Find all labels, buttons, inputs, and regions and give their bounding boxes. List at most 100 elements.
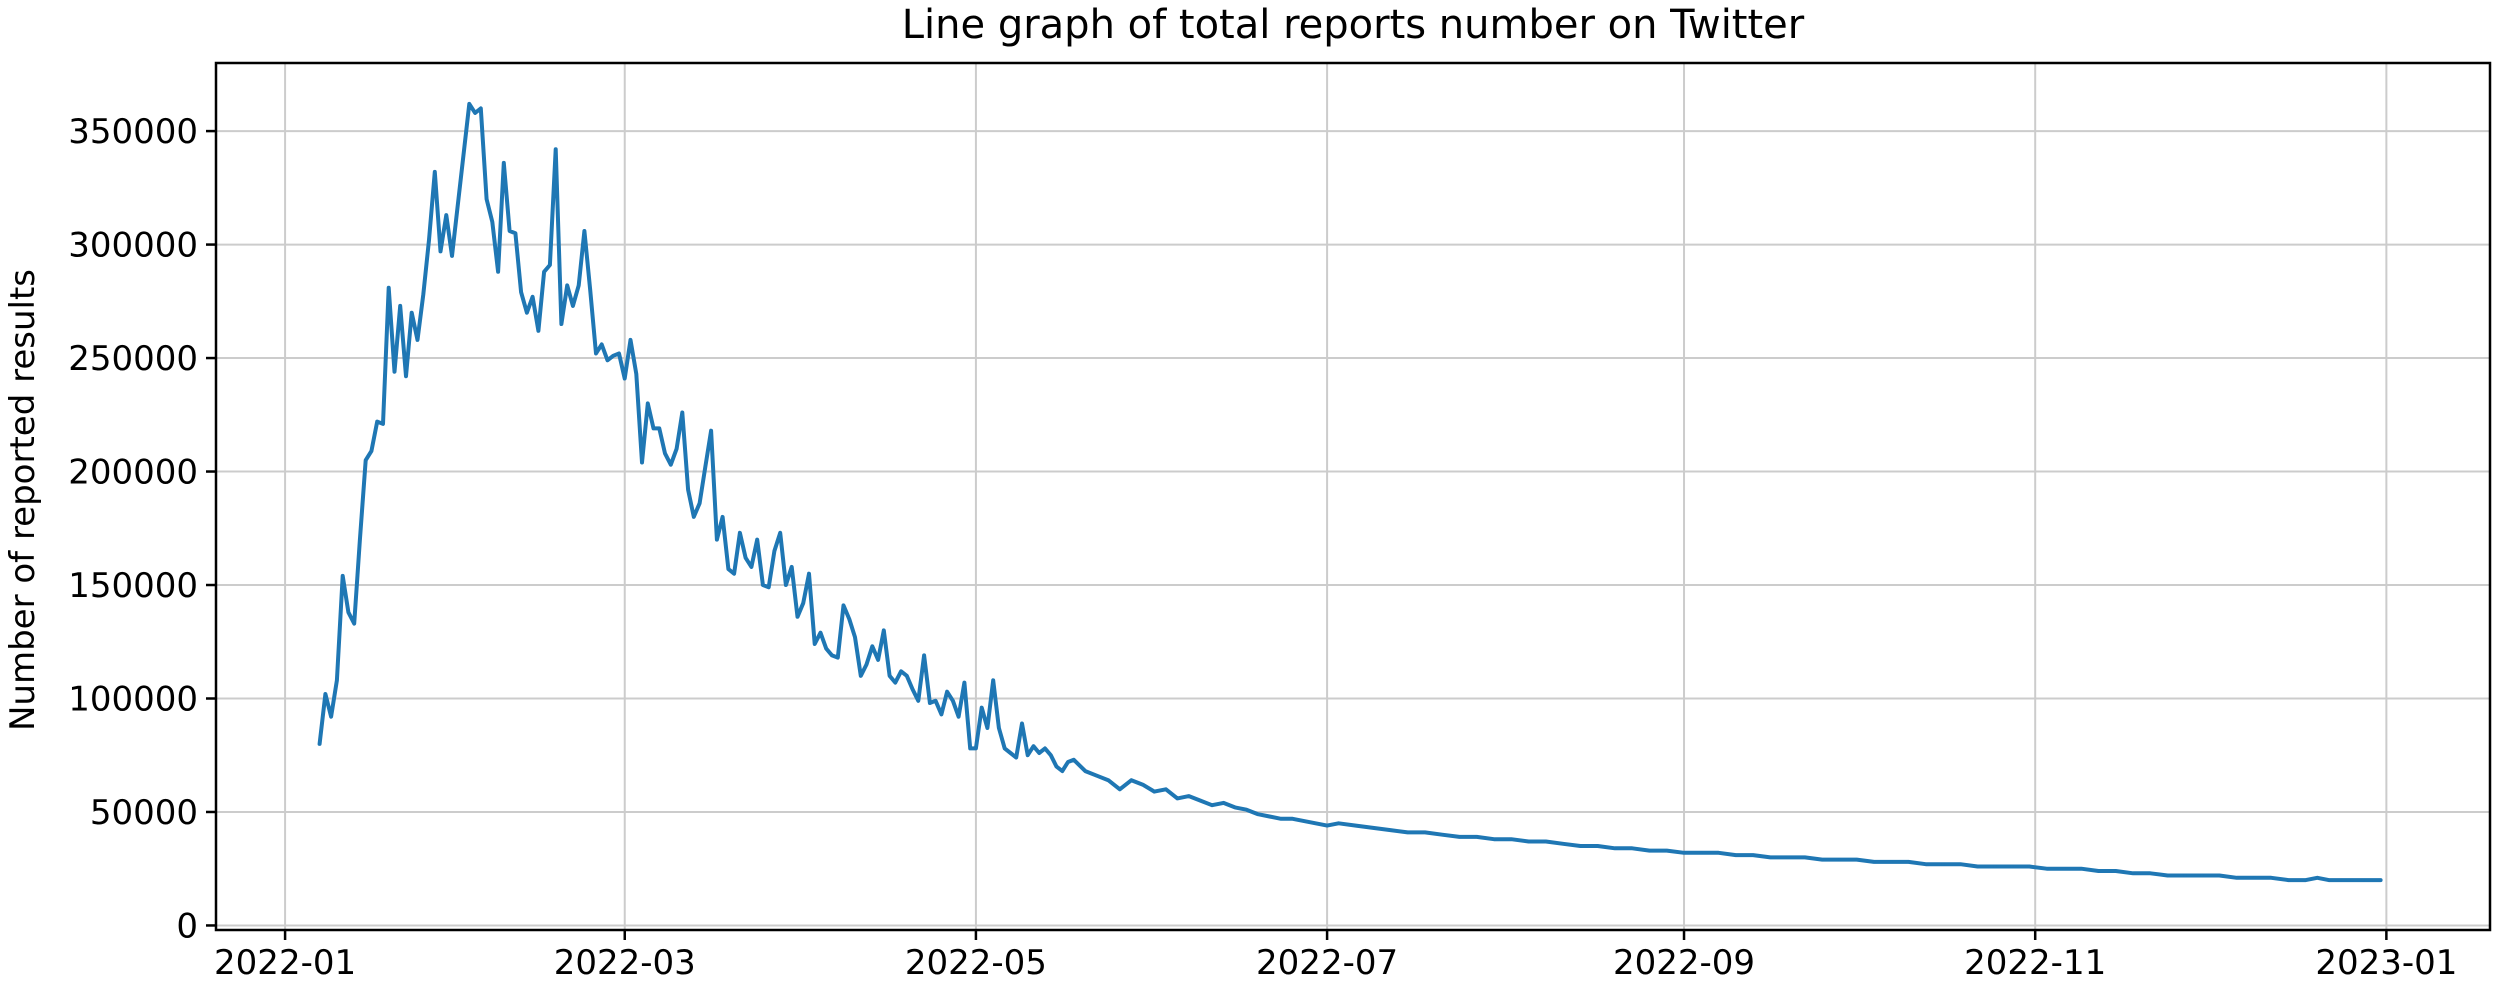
data-point [1244, 808, 1249, 812]
data-point [2148, 871, 2152, 875]
data-point [628, 338, 633, 342]
data-point [369, 449, 373, 453]
data-point [997, 726, 1001, 730]
data-point [980, 706, 984, 710]
x-tick-label: 2022-07 [1256, 943, 1398, 983]
y-tick-label: 150000 [68, 566, 198, 606]
data-point [536, 329, 541, 333]
data-point [531, 295, 535, 299]
data-point [1889, 860, 1893, 864]
data-point [467, 102, 471, 106]
data-point [571, 304, 575, 308]
data-point [323, 692, 327, 696]
data-point [548, 263, 552, 267]
data-point [663, 451, 667, 455]
data-point [2304, 878, 2308, 882]
data-point [1751, 853, 1755, 857]
data-point [1060, 769, 1064, 773]
data-point [1354, 824, 1358, 828]
data-point [1008, 751, 1013, 755]
data-point [778, 531, 782, 535]
data-point [893, 681, 897, 685]
data-point [438, 249, 443, 253]
data-point [565, 283, 569, 287]
data-point [888, 674, 892, 678]
data-point [358, 538, 362, 542]
data-point [864, 662, 869, 667]
data-point [2235, 876, 2239, 880]
data-point [1043, 746, 1047, 751]
data-point [2338, 878, 2342, 882]
data-point [542, 270, 546, 274]
data-point [433, 170, 437, 174]
data-point [703, 465, 707, 469]
data-point [1941, 862, 1945, 866]
data-point [1066, 760, 1070, 764]
data-point [824, 647, 828, 651]
data-point [2361, 878, 2365, 882]
data-point [1699, 851, 1703, 855]
data-point [1803, 855, 1807, 860]
data-point [1924, 862, 1928, 866]
data-point [554, 147, 558, 151]
data-point [957, 715, 961, 719]
data-point [1786, 855, 1790, 860]
data-point [346, 610, 350, 614]
data-point [1325, 824, 1329, 828]
data-point [559, 322, 564, 326]
data-point [790, 565, 794, 569]
data-point [2350, 878, 2354, 882]
x-tick-label: 2022-05 [905, 943, 1047, 983]
plot-frame [214, 61, 2492, 932]
chart-title: Line graph of total reports number on Tw… [902, 2, 1805, 48]
data-point [1054, 765, 1059, 769]
data-point [686, 488, 690, 492]
data-point [1337, 821, 1341, 825]
y-tick-label: 50000 [90, 793, 198, 833]
grid-layer [216, 63, 2490, 930]
data-point [962, 681, 967, 685]
data-point [1106, 778, 1110, 782]
x-tick-label: 2022-11 [1964, 943, 2106, 983]
data-point [2114, 869, 2118, 873]
data-point [2315, 876, 2319, 880]
series-line [317, 101, 2383, 883]
data-point [2379, 878, 2383, 882]
data-point [1406, 830, 1410, 835]
data-point [1020, 721, 1024, 726]
data-point [680, 410, 684, 415]
data-point [721, 515, 725, 519]
data-point [744, 556, 748, 560]
data-point [795, 615, 800, 619]
data-point [1026, 753, 1030, 757]
data-point [1630, 846, 1634, 850]
data-point [1129, 778, 1133, 782]
data-point [404, 374, 408, 378]
y-axis-label: Number of reported results [3, 269, 43, 731]
data-point [1613, 846, 1617, 850]
data-point [1906, 860, 1911, 864]
data-point [502, 161, 506, 165]
data-point [2045, 867, 2049, 871]
y-tick-label: 250000 [68, 339, 198, 379]
data-point [1388, 828, 1392, 832]
data-point [582, 229, 587, 233]
data-point [709, 429, 713, 433]
data-point [1855, 858, 1859, 862]
data-point [1118, 787, 1122, 791]
data-point [1095, 774, 1099, 778]
data-point [485, 197, 489, 201]
data-point [847, 617, 851, 621]
data-point [427, 238, 431, 242]
data-point [1267, 814, 1272, 819]
data-point [968, 746, 972, 751]
data-point [876, 658, 880, 662]
series-points [318, 102, 2383, 882]
data-point [870, 644, 874, 648]
data-point [1475, 835, 1479, 839]
data-point [715, 538, 719, 542]
data-point [421, 292, 425, 297]
data-point [911, 687, 915, 692]
data-point [2327, 878, 2331, 882]
